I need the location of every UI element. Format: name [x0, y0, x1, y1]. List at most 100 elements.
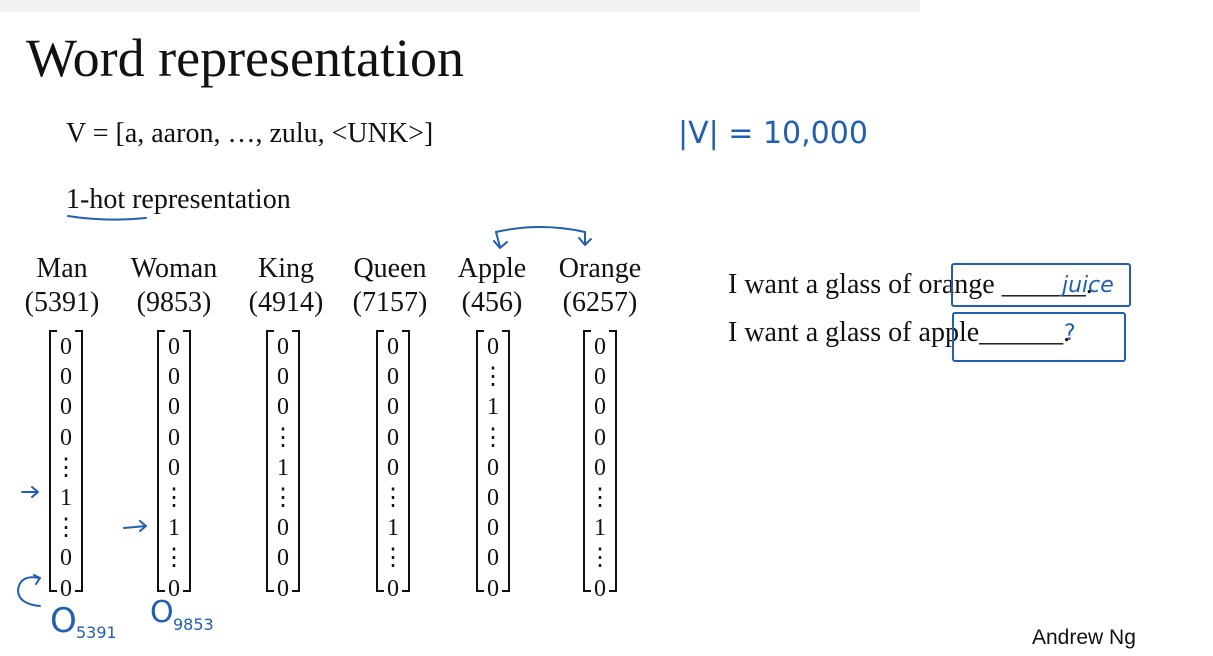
vector-cell: 0 — [387, 454, 399, 481]
vector-cell: ⋮ — [381, 545, 405, 572]
vector-cell: 0 — [168, 454, 180, 481]
one-hot-vector-orange: 0 0 0 0 0 ⋮ 1 ⋮ 0 — [583, 330, 617, 602]
vector-cell: 0 — [387, 334, 399, 360]
vector-cell: 0 — [277, 394, 289, 421]
o-man-notation: O — [50, 601, 77, 641]
vector-cell: 0 — [594, 424, 606, 451]
vector-cell: 1 — [168, 515, 180, 542]
vector-cell: 0 — [487, 454, 499, 481]
apple-orange-arc — [495, 226, 586, 233]
vector-cell: 0 — [277, 334, 289, 360]
word-index: (7157) — [352, 287, 428, 318]
vector-cell: 0 — [387, 575, 399, 602]
vector-cell: 0 — [387, 394, 399, 421]
vector-cell: 1 — [387, 515, 399, 542]
sentence-word: orange — [918, 269, 995, 300]
word-header-woman: Woman (9853) — [114, 252, 234, 320]
vector-cell: 0 — [487, 334, 499, 360]
o-woman-subscript: 9853 — [173, 615, 214, 634]
vector-cell: ⋮ — [162, 545, 186, 572]
vector-cell: 0 — [594, 454, 606, 481]
sentence-orange: I want a glass of orange ______. — [728, 268, 1093, 302]
arrow-head-icon — [578, 231, 592, 246]
sentence-blank: ______. — [979, 317, 1071, 348]
word-header-man: Man (5391) — [2, 252, 122, 320]
vector-cell: 0 — [277, 515, 289, 542]
vector-cell: 0 — [594, 364, 606, 391]
vector-cell: ⋮ — [588, 545, 612, 572]
vector-cell: 0 — [387, 364, 399, 391]
word-index: (5391) — [24, 287, 100, 318]
vector-cell: 0 — [277, 545, 289, 572]
vector-cell: 1 — [594, 515, 606, 542]
o-man-subscript: 5391 — [76, 623, 117, 642]
vector-cell: 0 — [387, 424, 399, 451]
vector-cell: ⋮ — [481, 424, 505, 451]
slide-title: Word representation — [26, 28, 464, 88]
vector-cell: 0 — [487, 545, 499, 572]
one-hot-vector-man: 0 0 0 0 ⋮ 1 ⋮ 0 0 — [49, 330, 83, 602]
vector-cell: 0 — [60, 575, 72, 602]
vector-cell: 0 — [277, 575, 289, 602]
vector-cell: 0 — [60, 364, 72, 391]
one-hot-heading: 1-hot representation — [66, 184, 291, 215]
one-hot-vector-queen: 0 0 0 0 0 ⋮ 1 ⋮ 0 — [376, 330, 410, 602]
word-index: (456) — [461, 287, 523, 318]
vector-cell: 0 — [487, 515, 499, 542]
sentence-blank: ______. — [1001, 269, 1093, 300]
vector-cell: 0 — [594, 394, 606, 421]
word-label: King — [258, 253, 314, 284]
one-hot-vector-apple: 0 ⋮ 1 ⋮ 0 0 0 0 0 — [476, 330, 510, 602]
vector-cell: ⋮ — [588, 484, 612, 511]
word-index: (6257) — [562, 287, 638, 318]
word-label: Man — [36, 253, 88, 284]
vector-cell: 0 — [60, 334, 72, 360]
word-label: Woman — [130, 253, 218, 284]
word-index: (9853) — [136, 287, 212, 318]
arrow-right-icon — [21, 486, 39, 498]
author-credit: Andrew Ng — [1032, 626, 1136, 649]
vector-cell: ⋮ — [381, 484, 405, 511]
sentence-prefix: I want a glass of — [728, 317, 919, 348]
arrow-right-icon — [123, 520, 147, 532]
vector-cell: 0 — [277, 364, 289, 391]
vocab-size-annotation: |V| = 10,000 — [678, 116, 868, 151]
vector-cell: ⋮ — [162, 484, 186, 511]
top-strip — [0, 0, 920, 12]
vector-cell: 1 — [487, 394, 499, 421]
vector-cell: 0 — [168, 394, 180, 421]
word-header-king: King (4914) — [226, 252, 346, 320]
word-label: Queen — [353, 253, 427, 284]
vector-cell: 0 — [487, 484, 499, 511]
arrow-head-icon — [33, 574, 41, 585]
vector-cell: ⋮ — [54, 454, 78, 481]
vector-cell: 0 — [168, 424, 180, 451]
vector-cell: 0 — [60, 424, 72, 451]
vector-cell: 0 — [168, 364, 180, 391]
vocabulary-definition: V = [a, aaron, …, zulu, <UNK>] — [66, 118, 434, 149]
vector-cell: 0 — [60, 545, 72, 572]
sentence-apple: I want a glass of apple______. — [728, 316, 1070, 350]
vector-cell: 1 — [277, 454, 289, 481]
one-hot-vector-woman: 0 0 0 0 0 ⋮ 1 ⋮ 0 — [157, 330, 191, 602]
vector-cell: 0 — [594, 575, 606, 602]
arrow-head-icon — [493, 231, 508, 249]
sentence-prefix: I want a glass of — [728, 269, 919, 300]
vector-cell: ⋮ — [271, 484, 295, 511]
vector-cell: 0 — [168, 575, 180, 602]
word-header-orange: Orange (6257) — [540, 252, 660, 320]
curved-arrow-icon — [17, 576, 41, 607]
vector-cell: ⋮ — [481, 364, 505, 391]
sentence-word: apple — [918, 317, 980, 348]
one-hot-vector-king: 0 0 0 ⋮ 1 ⋮ 0 0 0 — [266, 330, 300, 602]
vector-cell: 0 — [594, 334, 606, 360]
word-label: Apple — [457, 253, 527, 284]
word-header-apple: Apple (456) — [432, 252, 552, 320]
vector-cell: 0 — [168, 334, 180, 360]
vector-cell: 0 — [487, 575, 499, 602]
word-index: (4914) — [248, 287, 324, 318]
vector-cell: ⋮ — [271, 424, 295, 451]
vector-cell: 1 — [60, 484, 72, 511]
word-header-queen: Queen (7157) — [330, 252, 450, 320]
